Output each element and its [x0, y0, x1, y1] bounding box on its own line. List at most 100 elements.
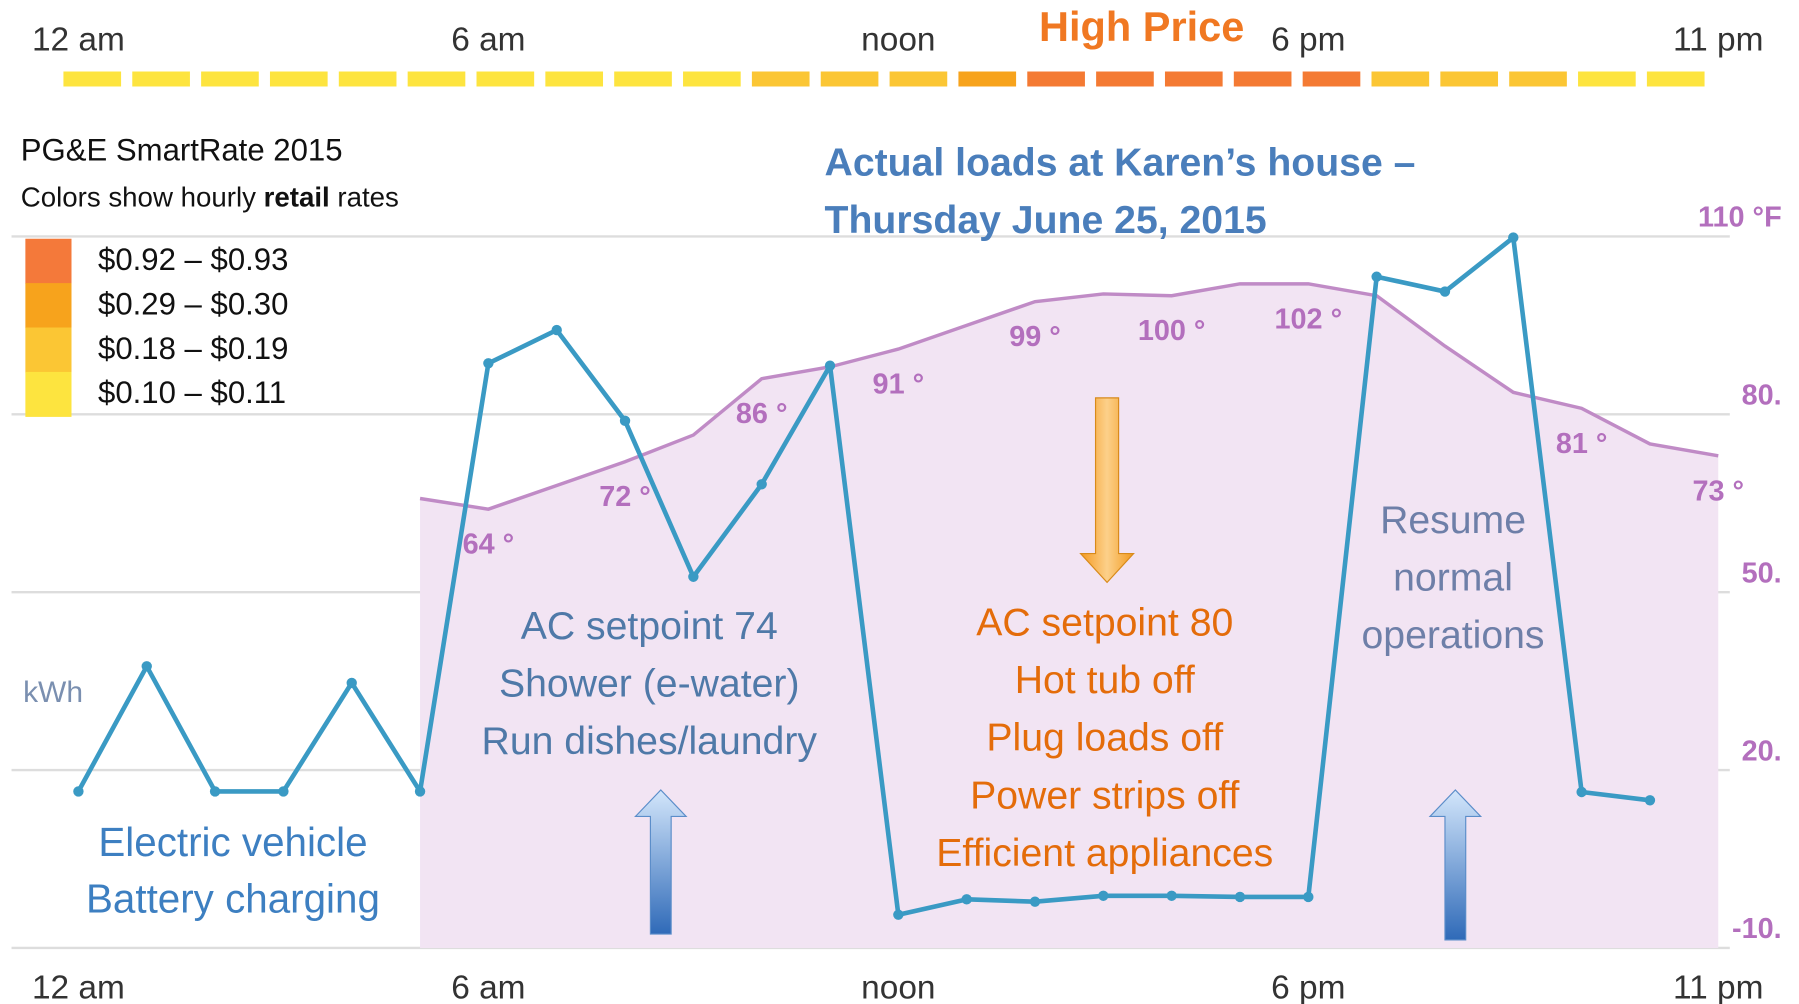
x-tick-label: 6 pm	[1271, 969, 1345, 1004]
price-segment	[1578, 71, 1636, 87]
up-arrow	[634, 789, 688, 935]
annotation: Shower (e-water)	[499, 663, 800, 706]
price-segment	[1164, 71, 1223, 87]
annotation: Resume	[1380, 499, 1526, 542]
load-point	[551, 324, 562, 336]
price-segment	[407, 71, 466, 87]
temperature-label: 86 °	[736, 398, 788, 430]
high-price-label: High Price	[1039, 3, 1244, 50]
price-segment	[958, 71, 1017, 87]
down-arrow	[1079, 397, 1135, 584]
price-segment	[889, 71, 948, 87]
load-point	[483, 358, 494, 369]
temperature-label: 102 °	[1274, 303, 1342, 335]
price-segment	[476, 71, 535, 87]
top-axis-label: 6 am	[451, 21, 525, 58]
annotation: Plug loads off	[986, 717, 1223, 760]
load-point	[1303, 891, 1314, 903]
price-segment	[751, 71, 810, 87]
load-point	[1234, 891, 1246, 903]
legend-label: $0.29 – $0.30	[98, 286, 288, 321]
annotation: Run dishes/laundry	[482, 720, 818, 763]
price-segment	[269, 71, 328, 87]
annotation: operations	[1362, 614, 1545, 657]
price-segment	[1440, 71, 1499, 87]
legend-subtitle: Colors show hourly retail rates	[21, 182, 399, 213]
load-point	[209, 786, 221, 797]
price-segment	[1646, 71, 1705, 87]
price-segment	[1233, 71, 1292, 87]
load-point	[961, 894, 972, 905]
temperature-label: 64 °	[463, 529, 515, 561]
load-point	[1508, 232, 1519, 243]
legend-label: $0.10 – $0.11	[98, 375, 286, 410]
y-axis-label: kWh	[23, 676, 83, 709]
legend-swatch	[25, 327, 72, 373]
load-point	[278, 786, 289, 797]
up-arrow	[1428, 789, 1483, 941]
subtitle-part: rates	[330, 182, 399, 213]
legend-label: $0.18 – $0.19	[98, 331, 288, 366]
chart-title: Actual loads at Karen’s house –	[825, 141, 1416, 184]
y-tick-label: 20.	[1742, 735, 1782, 767]
load-point	[1098, 890, 1109, 901]
price-segment	[338, 71, 397, 87]
temperature-label: 81 °	[1556, 428, 1608, 460]
load-point	[893, 909, 904, 920]
x-tick-label: 12 am	[32, 969, 125, 1004]
annotation: Efficient appliances	[936, 832, 1273, 875]
temperature-label: 72 °	[599, 481, 651, 513]
y-tick-label: -10.	[1732, 913, 1782, 945]
load-point	[1644, 795, 1656, 806]
annotation: Power strips off	[970, 774, 1239, 817]
load-point	[1439, 286, 1451, 297]
load-point	[414, 786, 426, 797]
y-tick-label: 50.	[1742, 557, 1782, 589]
price-segment	[1096, 71, 1154, 87]
load-line	[76, 235, 1651, 918]
price-segment	[201, 71, 259, 87]
price-segment	[63, 71, 122, 87]
load-point	[1029, 896, 1041, 907]
x-tick-label: 11 pm	[1673, 969, 1763, 1004]
price-segment	[1027, 71, 1085, 87]
annotation: normal	[1393, 556, 1513, 599]
x-tick-label: noon	[861, 969, 935, 1004]
annotation: AC setpoint 74	[521, 605, 778, 648]
price-segment	[614, 71, 672, 87]
price-segment	[1509, 71, 1567, 87]
load-point	[1166, 890, 1177, 901]
y-tick-label: 110 °F	[1698, 202, 1782, 234]
annotation: Battery charging	[86, 875, 380, 921]
temperature-area	[420, 283, 1719, 948]
top-axis-label: noon	[861, 21, 935, 58]
load-point	[1371, 271, 1382, 282]
temperature-label: 99 °	[1009, 321, 1061, 353]
price-segment	[545, 71, 604, 87]
price-segment	[1371, 71, 1430, 87]
temperature-label: 91 °	[873, 369, 925, 401]
legend-label: $0.92 – $0.93	[98, 242, 288, 277]
top-axis-label: 11 pm	[1673, 21, 1763, 58]
load-point	[756, 479, 767, 490]
load-point	[1576, 786, 1587, 798]
load-point	[688, 571, 699, 582]
legend-swatch	[25, 371, 72, 417]
annotation: Electric vehicle	[98, 819, 367, 865]
chart-subtitle: Thursday June 25, 2015	[825, 199, 1267, 242]
load-point	[346, 677, 357, 689]
price-segment	[683, 71, 741, 87]
legend-swatch	[25, 283, 72, 329]
temperature-label: 73 °	[1692, 475, 1744, 507]
load-point	[824, 360, 836, 371]
x-tick-label: 6 am	[451, 969, 525, 1004]
annotation: AC setpoint 80	[976, 601, 1233, 644]
subtitle-part: retail	[264, 182, 330, 213]
load-point	[141, 661, 152, 672]
price-segment	[820, 71, 879, 87]
load-point	[619, 415, 631, 427]
price-segment	[132, 71, 190, 87]
legend-swatch	[25, 238, 72, 284]
